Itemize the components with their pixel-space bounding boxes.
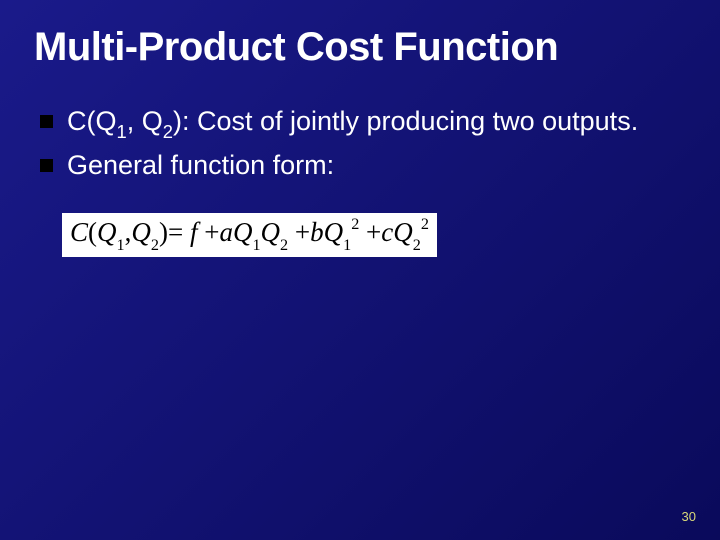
subscript: 2 <box>163 121 173 142</box>
eq-part: = <box>168 217 183 247</box>
eq-sub: 1 <box>343 236 351 254</box>
eq-part: ) <box>159 217 168 247</box>
eq-sub: 1 <box>117 236 125 254</box>
eq-part: Q <box>131 217 151 247</box>
eq-part: C <box>70 217 88 247</box>
eq-sub: 2 <box>413 236 421 254</box>
eq-part: Q <box>233 217 253 247</box>
page-number: 30 <box>682 509 696 524</box>
eq-sub: 1 <box>252 236 260 254</box>
eq-part: Q <box>324 217 344 247</box>
eq-part: a <box>219 217 233 247</box>
bullet-text-part: C(Q <box>67 106 117 136</box>
eq-part: + <box>295 217 310 247</box>
eq-part: ( <box>88 217 97 247</box>
slide-container: Multi-Product Cost Function C(Q1, Q2): C… <box>0 0 720 540</box>
eq-part: + <box>204 217 219 247</box>
eq-sup: 2 <box>421 215 429 233</box>
equation-image: C(Q1,Q2)= f +aQ1Q2 +bQ12 +cQ22 <box>62 213 437 256</box>
bullet-text-part: ): Cost of jointly producing two outputs… <box>173 106 638 136</box>
square-bullet-icon <box>40 115 53 128</box>
eq-sup: 2 <box>351 215 359 233</box>
subscript: 1 <box>117 121 127 142</box>
bullet-item: C(Q1, Q2): Cost of jointly producing two… <box>40 104 686 142</box>
slide-title: Multi-Product Cost Function <box>34 24 686 70</box>
eq-part: Q <box>261 217 281 247</box>
bullet-list: C(Q1, Q2): Cost of jointly producing two… <box>34 104 686 183</box>
bullet-item: General function form: <box>40 148 686 183</box>
eq-part: f <box>190 217 198 247</box>
equation-container: C(Q1,Q2)= f +aQ1Q2 +bQ12 +cQ22 <box>62 213 686 256</box>
eq-part: b <box>310 217 324 247</box>
bullet-text: C(Q1, Q2): Cost of jointly producing two… <box>67 104 686 142</box>
eq-part: + <box>366 217 381 247</box>
eq-part: Q <box>97 217 117 247</box>
bullet-text: General function form: <box>67 148 686 183</box>
eq-part: c <box>381 217 393 247</box>
square-bullet-icon <box>40 159 53 172</box>
bullet-text-part: , Q <box>127 106 163 136</box>
eq-part: Q <box>393 217 413 247</box>
eq-sub: 2 <box>151 236 159 254</box>
eq-sub: 2 <box>280 236 288 254</box>
